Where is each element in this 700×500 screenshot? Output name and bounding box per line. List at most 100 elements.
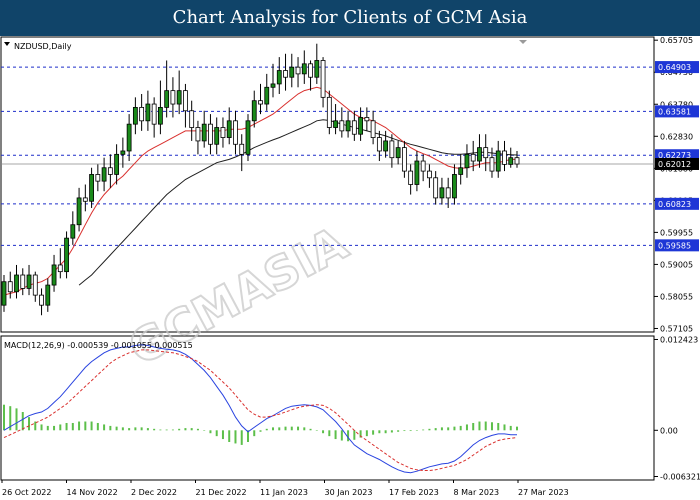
candle-body (364, 117, 370, 122)
candle-65 (408, 164, 414, 195)
candle-52 (326, 90, 332, 135)
candle-81 (508, 147, 514, 168)
macd-histogram-bar (59, 424, 62, 431)
macd-histogram-bar (265, 428, 268, 431)
macd-histogram-bar (28, 417, 31, 431)
candle-79 (495, 140, 501, 178)
candle-body (477, 147, 482, 162)
candle-25 (158, 80, 163, 135)
candle-body (189, 110, 195, 128)
candle-body (201, 123, 207, 142)
y-tick-label: 0.57105 (660, 324, 693, 333)
candle-body (51, 264, 57, 286)
candle-body (495, 150, 501, 172)
candle-75 (470, 140, 476, 172)
candle-body (514, 157, 520, 165)
macd-histogram-bar (96, 422, 99, 431)
macd-histogram-bar (315, 430, 318, 431)
macd-histogram-bar (397, 430, 400, 432)
candle-body (452, 174, 457, 199)
candle-56 (351, 110, 357, 141)
macd-histogram-bar (90, 421, 93, 431)
x-tick-label: 2 Dec 2022 (131, 488, 177, 497)
candle-body (395, 147, 401, 159)
macd-histogram-bar (15, 408, 18, 431)
macd-histogram-bar (103, 424, 106, 431)
candle-32 (201, 110, 207, 148)
x-tick-label: 21 Dec 2022 (196, 488, 247, 497)
candle-39 (245, 114, 251, 162)
candle-body (414, 160, 420, 185)
macd-histogram-bar (34, 421, 37, 431)
candle-17 (107, 154, 113, 188)
y-tick-label: 0.59955 (660, 228, 693, 237)
macd-histogram-bar (21, 412, 24, 431)
macd-histogram-bar (334, 430, 337, 440)
macd-histogram-bar (246, 430, 249, 442)
macd-histogram-bar (209, 430, 212, 434)
candle-76 (477, 134, 482, 168)
candle-body (289, 66, 295, 78)
macd-histogram-bar (484, 421, 487, 431)
macd-histogram-bar (140, 427, 143, 431)
candle-body (214, 127, 220, 145)
macd-histogram-bar (9, 406, 12, 431)
main-plot-border (0, 36, 655, 333)
level-price-box (655, 239, 699, 252)
macd-histogram-bar (434, 428, 437, 431)
candle-body (295, 66, 301, 75)
macd-histogram-bar (490, 422, 493, 431)
candle-46 (289, 53, 295, 88)
candle-70 (439, 177, 445, 205)
candle-1 (7, 271, 13, 299)
candle-60 (376, 130, 382, 162)
current-price-box (655, 157, 699, 170)
macd-histogram-bar (422, 429, 425, 431)
current-price-label: 0.62012 (658, 160, 691, 169)
candle-55 (345, 110, 351, 138)
candle-body (326, 96, 332, 128)
candle-body (351, 120, 357, 135)
candle-40 (251, 90, 257, 128)
candle-4 (26, 264, 32, 296)
macd-histogram-bar (290, 426, 293, 431)
ma-slow-line (78, 119, 518, 286)
candle-73 (458, 154, 464, 185)
macd-histogram-bar (322, 430, 325, 434)
candle-64 (401, 140, 407, 178)
macd-histogram-bar (159, 429, 162, 431)
candle-body (276, 70, 282, 85)
candle-body (264, 86, 270, 105)
macd-line (3, 344, 517, 474)
candle-body (45, 284, 51, 306)
candle-body (383, 140, 389, 152)
candle-41 (258, 83, 263, 115)
macd-histogram-bar (384, 430, 387, 434)
candle-21 (132, 97, 138, 135)
candle-body (145, 103, 151, 122)
candle-36 (226, 107, 232, 145)
macd-histogram-bar (40, 424, 43, 431)
macd-histogram-bar (478, 421, 481, 431)
macd-histogram-bar (340, 430, 343, 441)
candle-body (82, 197, 88, 202)
candle-body (183, 90, 188, 112)
level-price-label: 0.60823 (658, 200, 691, 209)
candle-28 (176, 70, 182, 115)
symbol-label: NZDUSD,Daily (14, 42, 72, 51)
macd-histogram-bar (459, 425, 462, 431)
macd-histogram-bar (390, 430, 393, 433)
candle-body (164, 90, 170, 108)
candle-31 (195, 120, 201, 155)
candle-body (370, 120, 376, 138)
candle-66 (414, 150, 420, 192)
candle-body (239, 143, 245, 155)
x-tick-label: 8 Mar 2023 (454, 488, 500, 497)
macd-histogram-bar (259, 430, 262, 432)
candle-body (251, 100, 257, 122)
macd-histogram-bar (497, 422, 500, 431)
macd-histogram-bar (178, 428, 181, 431)
macd-histogram-bar (403, 430, 406, 432)
y-tick-label: 0.59005 (660, 260, 693, 269)
axes: 0.657050.647300.637800.628300.618800.609… (1, 36, 700, 497)
